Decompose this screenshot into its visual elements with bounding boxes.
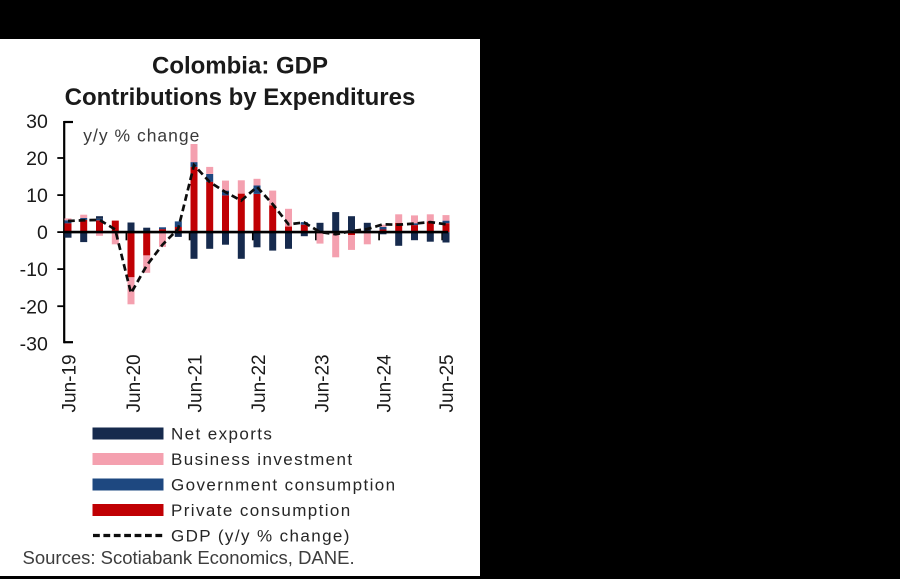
svg-text:Government consumption: Government consumption: [171, 476, 396, 495]
svg-text:Jun-24: Jun-24: [375, 354, 396, 413]
svg-text:0: 0: [37, 222, 48, 244]
svg-text:GDP (y/y % change): GDP (y/y % change): [171, 527, 351, 546]
svg-text:Private consumption: Private consumption: [171, 501, 352, 520]
svg-text:30: 30: [26, 111, 48, 133]
svg-text:Sources: Scotiabank Economics,: Sources: Scotiabank Economics, DANE.: [23, 547, 355, 568]
svg-text:20: 20: [26, 148, 48, 170]
svg-text:Jun-22: Jun-22: [249, 354, 270, 412]
svg-text:Contributions by Expenditures: Contributions by Expenditures: [65, 84, 416, 111]
svg-text:-30: -30: [20, 333, 48, 355]
svg-text:Jun-23: Jun-23: [313, 354, 334, 412]
svg-text:Jun-25: Jun-25: [437, 354, 458, 412]
svg-text:-10: -10: [20, 259, 48, 281]
svg-text:Business investment: Business investment: [171, 450, 354, 469]
svg-text:Jun-19: Jun-19: [60, 354, 81, 412]
svg-text:-20: -20: [20, 296, 48, 318]
svg-text:Jun-21: Jun-21: [186, 354, 207, 412]
svg-text:Jun-20: Jun-20: [124, 354, 145, 412]
svg-text:10: 10: [26, 185, 48, 207]
svg-text:Net exports: Net exports: [171, 425, 273, 444]
svg-text:Colombia: GDP: Colombia: GDP: [152, 53, 328, 80]
svg-text:y/y % change: y/y % change: [83, 126, 200, 146]
